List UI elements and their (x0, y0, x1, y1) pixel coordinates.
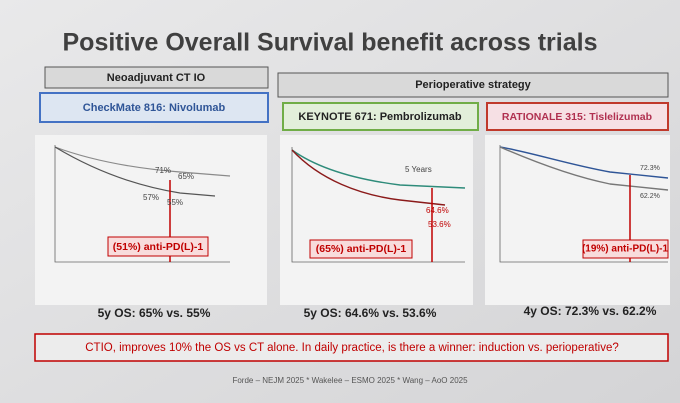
banner-box (34, 333, 669, 362)
trial-label: KEYNOTE 671: Pembrolizumab (298, 111, 461, 123)
overlay-label: (51%) anti-PD(L)-1 (113, 241, 204, 253)
curve (291, 149, 466, 189)
curve (291, 149, 446, 206)
axes (291, 147, 465, 263)
chart-annotation: 64.6% (426, 206, 449, 215)
axes (54, 145, 230, 263)
trial-box (282, 102, 479, 131)
chart-annotation: 71% (155, 166, 171, 175)
chart-area (485, 135, 670, 305)
overlay-box (309, 239, 413, 259)
axes (499, 145, 668, 263)
chart-annotation: 65% (178, 172, 194, 181)
overlay-box (107, 236, 209, 257)
chart-area (280, 135, 473, 305)
chart-annotation: 5 Years (405, 165, 432, 174)
summary: 4y OS: 72.3% vs. 62.2% (524, 304, 657, 318)
km-chart: 71% 65% 57% 55% (35, 135, 267, 305)
group-header: Neoadjuvant CT IO (107, 72, 206, 84)
curve (54, 146, 216, 197)
summary: 5y OS: 64.6% vs. 53.6% (304, 306, 437, 320)
footer: Forde – NEJM 2025 * Wakelee – ESMO 2025 … (232, 376, 468, 385)
group-header-box (277, 72, 669, 98)
km-chart: 72.3% 62.2% (485, 135, 670, 305)
group-header-box (44, 66, 269, 89)
overlay-box (582, 239, 669, 259)
chart-annotation: 62.2% (640, 193, 660, 200)
group-header: Perioperative strategy (415, 79, 531, 91)
chart-annotation: 72.3% (640, 165, 660, 172)
trial-box (486, 102, 669, 131)
curve (499, 146, 669, 191)
chart-annotation: 53.6% (428, 220, 451, 229)
chart-area (35, 135, 267, 305)
banner-text: CTIO, improves 10% the OS vs CT alone. I… (85, 342, 619, 354)
km-chart: 5 Years 64.6% 53.6% (280, 135, 473, 305)
trial-label: RATIONALE 315: Tislelizumab (502, 111, 652, 123)
chart-annotation: 57% (143, 193, 159, 202)
curve (54, 146, 231, 177)
overlay-label: (65%) anti-PD(L)-1 (316, 243, 407, 255)
slide-title: Positive Overall Survival benefit across… (63, 29, 598, 57)
overlay-label: (19%) anti-PD(L)-1 (582, 244, 669, 255)
summary: 5y OS: 65% vs. 55% (98, 306, 211, 320)
chart-annotation: 55% (167, 198, 183, 207)
trial-label: CheckMate 816: Nivolumab (83, 102, 226, 114)
curve (499, 146, 669, 179)
trial-box (39, 92, 269, 123)
